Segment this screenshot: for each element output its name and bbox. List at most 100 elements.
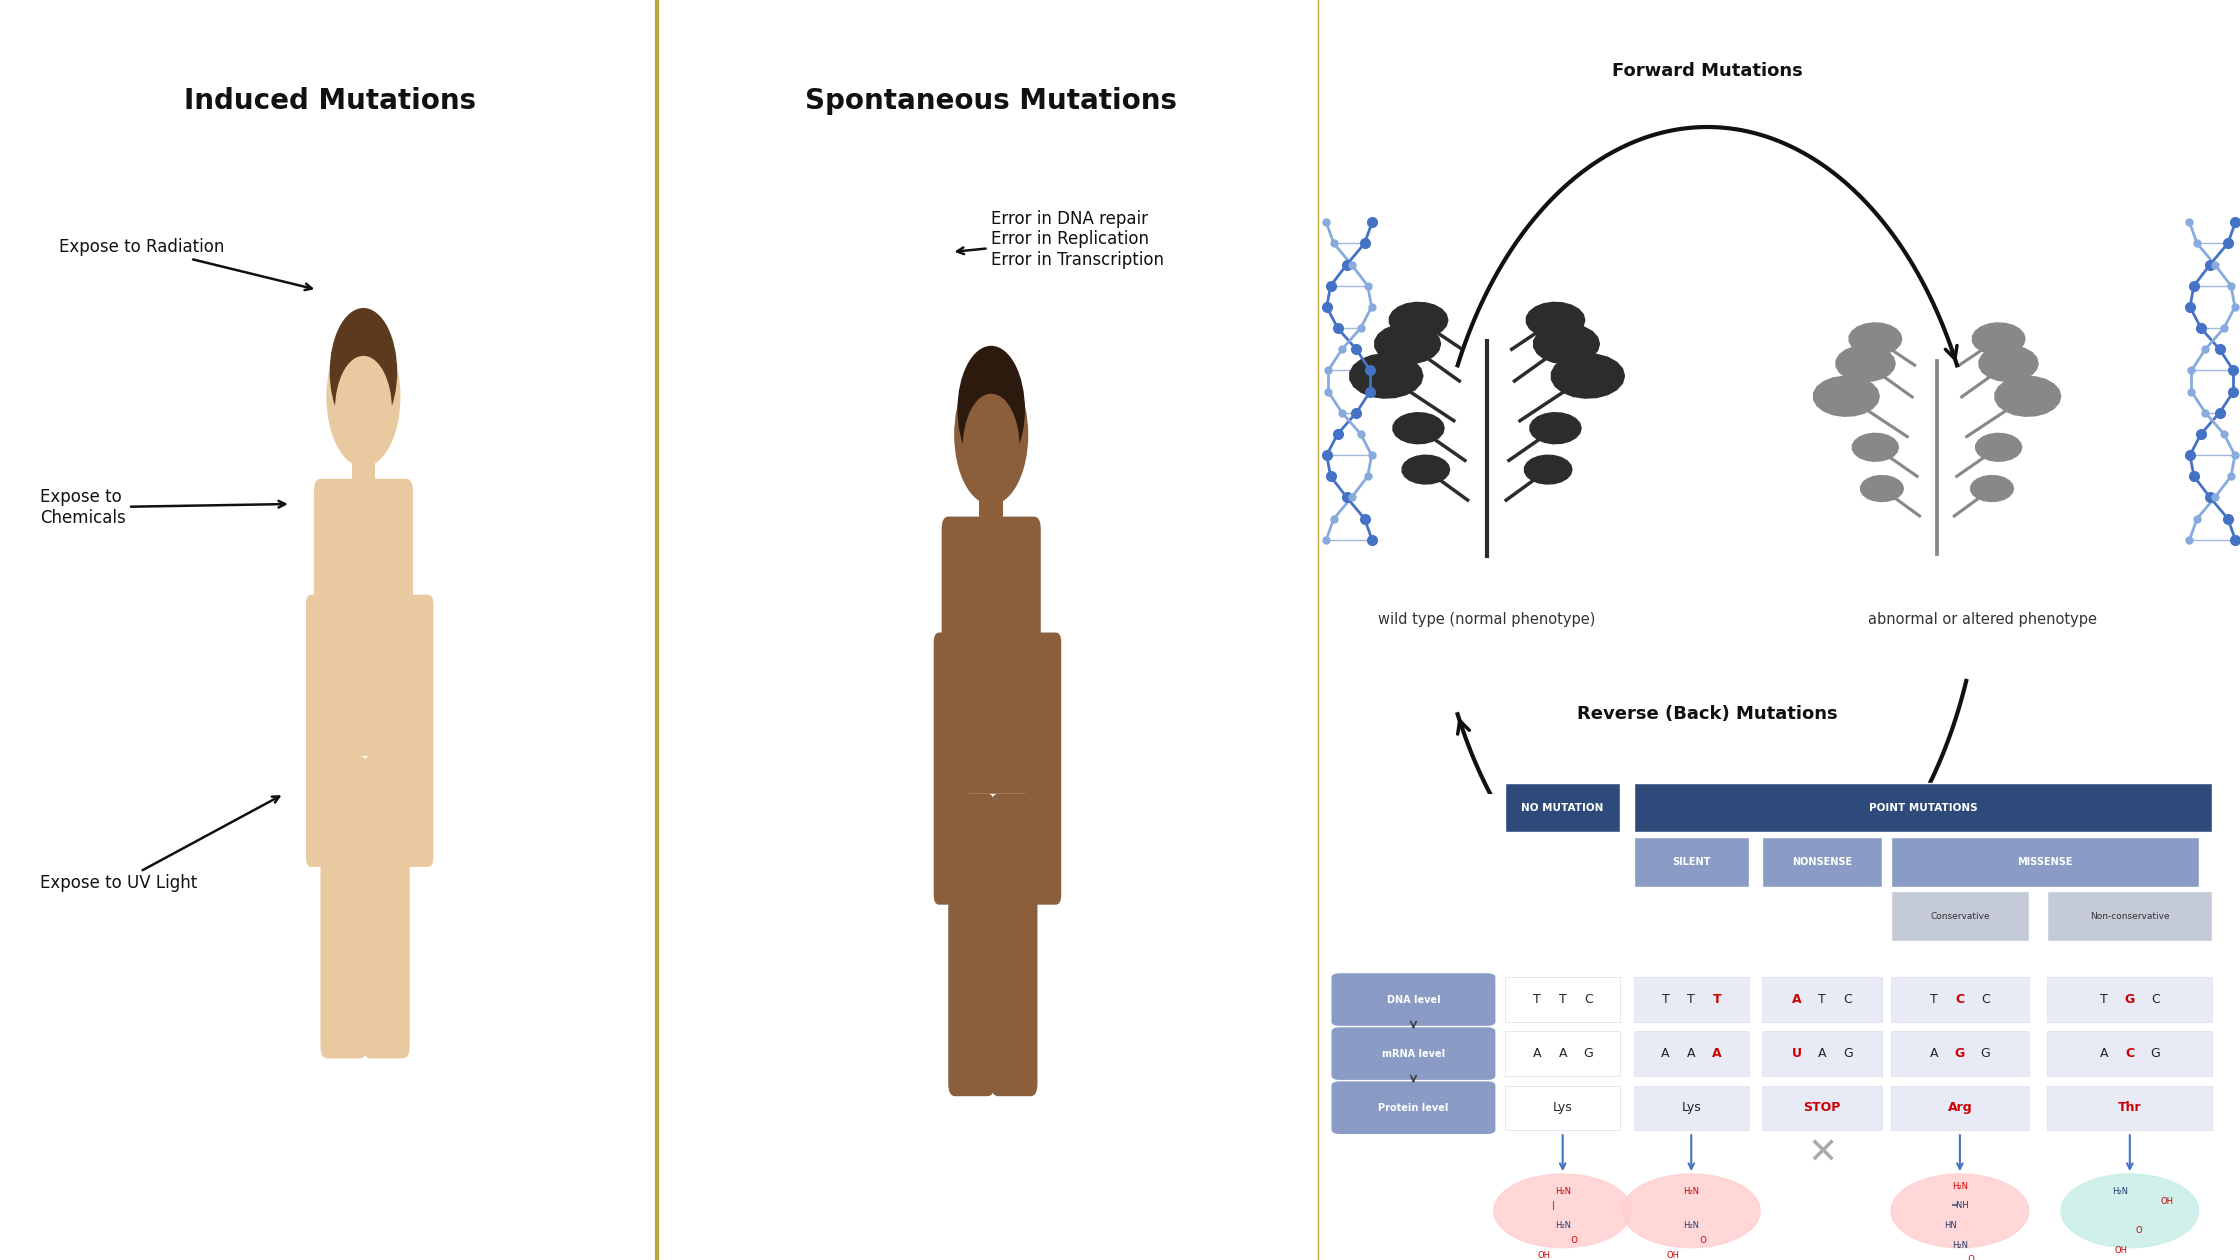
- Text: DNA level: DNA level: [1387, 994, 1440, 1004]
- FancyBboxPatch shape: [2047, 1032, 2213, 1076]
- FancyBboxPatch shape: [1763, 978, 1882, 1022]
- FancyBboxPatch shape: [1505, 978, 1620, 1022]
- Text: NO MUTATION: NO MUTATION: [1521, 803, 1604, 813]
- Circle shape: [959, 346, 1024, 472]
- Circle shape: [1622, 1174, 1761, 1247]
- Polygon shape: [1375, 324, 1440, 364]
- Polygon shape: [1996, 377, 2061, 416]
- Polygon shape: [1980, 345, 2038, 382]
- Polygon shape: [1852, 433, 1900, 461]
- Circle shape: [1891, 1174, 2029, 1247]
- Text: Lys: Lys: [1552, 1101, 1572, 1114]
- FancyBboxPatch shape: [1891, 892, 2029, 940]
- FancyBboxPatch shape: [941, 517, 1042, 794]
- FancyBboxPatch shape: [979, 479, 1004, 529]
- Polygon shape: [1389, 302, 1447, 338]
- Text: C: C: [1584, 993, 1593, 1005]
- Polygon shape: [1393, 413, 1445, 444]
- Circle shape: [963, 394, 1019, 500]
- Polygon shape: [1976, 433, 2023, 461]
- Text: O: O: [1566, 1236, 1577, 1245]
- FancyBboxPatch shape: [2047, 978, 2213, 1022]
- Text: STOP: STOP: [1803, 1101, 1841, 1114]
- Text: C: C: [1980, 993, 1989, 1005]
- Text: abnormal or altered phenotype: abnormal or altered phenotype: [1868, 611, 2097, 626]
- Text: A: A: [1532, 1047, 1541, 1060]
- Text: Protein level: Protein level: [1378, 1102, 1449, 1113]
- Text: Error in DNA repair
Error in Replication
Error in Transcription: Error in DNA repair Error in Replication…: [956, 209, 1165, 270]
- Text: T: T: [1532, 993, 1541, 1005]
- FancyBboxPatch shape: [1633, 1086, 1749, 1130]
- FancyBboxPatch shape: [1331, 1081, 1496, 1135]
- FancyBboxPatch shape: [1331, 973, 1496, 1027]
- FancyBboxPatch shape: [1891, 1032, 2029, 1076]
- Text: G: G: [1980, 1047, 1991, 1060]
- Text: A: A: [1687, 1047, 1696, 1060]
- Text: C: C: [2150, 993, 2159, 1005]
- Text: G: G: [2150, 1047, 2159, 1060]
- Polygon shape: [1850, 323, 1902, 355]
- Text: OH: OH: [2159, 1197, 2173, 1206]
- Polygon shape: [1351, 354, 1422, 398]
- Text: H₂N: H₂N: [2112, 1187, 2128, 1196]
- Text: H₂N: H₂N: [1555, 1221, 1570, 1230]
- Text: A: A: [1662, 1047, 1669, 1060]
- FancyBboxPatch shape: [363, 756, 410, 1058]
- Text: T: T: [1559, 993, 1566, 1005]
- Circle shape: [1494, 1174, 1631, 1247]
- Text: C: C: [2126, 1047, 2135, 1060]
- FancyBboxPatch shape: [1763, 1086, 1882, 1130]
- Polygon shape: [1525, 455, 1572, 484]
- Text: A: A: [1792, 993, 1801, 1005]
- Polygon shape: [1837, 345, 1895, 382]
- FancyBboxPatch shape: [1331, 1027, 1496, 1081]
- Text: OH: OH: [1667, 1251, 1680, 1260]
- Text: T: T: [2101, 993, 2108, 1005]
- FancyBboxPatch shape: [990, 794, 1037, 1096]
- Text: Expose to UV Light: Expose to UV Light: [40, 796, 280, 892]
- FancyBboxPatch shape: [1505, 1086, 1620, 1130]
- Text: O: O: [2135, 1226, 2141, 1235]
- FancyBboxPatch shape: [1505, 1032, 1620, 1076]
- Text: Conservative: Conservative: [1931, 911, 1989, 921]
- Text: H₂N: H₂N: [1682, 1221, 1700, 1230]
- FancyBboxPatch shape: [948, 794, 995, 1096]
- Polygon shape: [1814, 377, 1879, 416]
- Text: T: T: [1687, 993, 1696, 1005]
- Text: T: T: [1931, 993, 1938, 1005]
- Text: SILENT: SILENT: [1671, 857, 1711, 867]
- Polygon shape: [1525, 302, 1584, 338]
- FancyBboxPatch shape: [352, 441, 376, 491]
- Text: G: G: [1844, 1047, 1852, 1060]
- Text: H₂N: H₂N: [1555, 1187, 1570, 1196]
- Polygon shape: [1402, 455, 1449, 484]
- Text: Non-conservative: Non-conservative: [2090, 911, 2171, 921]
- FancyBboxPatch shape: [1763, 838, 1882, 887]
- Text: G: G: [1584, 1047, 1593, 1060]
- FancyBboxPatch shape: [1026, 633, 1062, 905]
- Text: NONSENSE: NONSENSE: [1792, 857, 1852, 867]
- Text: C: C: [1844, 993, 1852, 1005]
- Text: MISSENSE: MISSENSE: [2016, 857, 2072, 867]
- Text: A: A: [1711, 1047, 1723, 1060]
- Circle shape: [2061, 1174, 2200, 1247]
- FancyBboxPatch shape: [1891, 1086, 2029, 1130]
- FancyBboxPatch shape: [320, 756, 367, 1058]
- Text: G: G: [1956, 1047, 1964, 1060]
- Text: Expose to
Chemicals: Expose to Chemicals: [40, 488, 284, 527]
- Text: T: T: [1819, 993, 1826, 1005]
- Text: O: O: [1962, 1255, 1976, 1260]
- Polygon shape: [1971, 475, 2014, 501]
- FancyBboxPatch shape: [1633, 1032, 1749, 1076]
- Text: Reverse (Back) Mutations: Reverse (Back) Mutations: [1577, 706, 1837, 723]
- FancyBboxPatch shape: [1891, 978, 2029, 1022]
- Polygon shape: [1530, 413, 1581, 444]
- FancyBboxPatch shape: [2047, 892, 2213, 940]
- Text: |: |: [1552, 1202, 1555, 1211]
- FancyBboxPatch shape: [1505, 784, 1620, 833]
- FancyBboxPatch shape: [934, 633, 970, 905]
- FancyBboxPatch shape: [1633, 838, 1749, 887]
- Text: Induced Mutations: Induced Mutations: [184, 87, 477, 115]
- Circle shape: [332, 309, 396, 435]
- Text: ═NH: ═NH: [1951, 1202, 1969, 1211]
